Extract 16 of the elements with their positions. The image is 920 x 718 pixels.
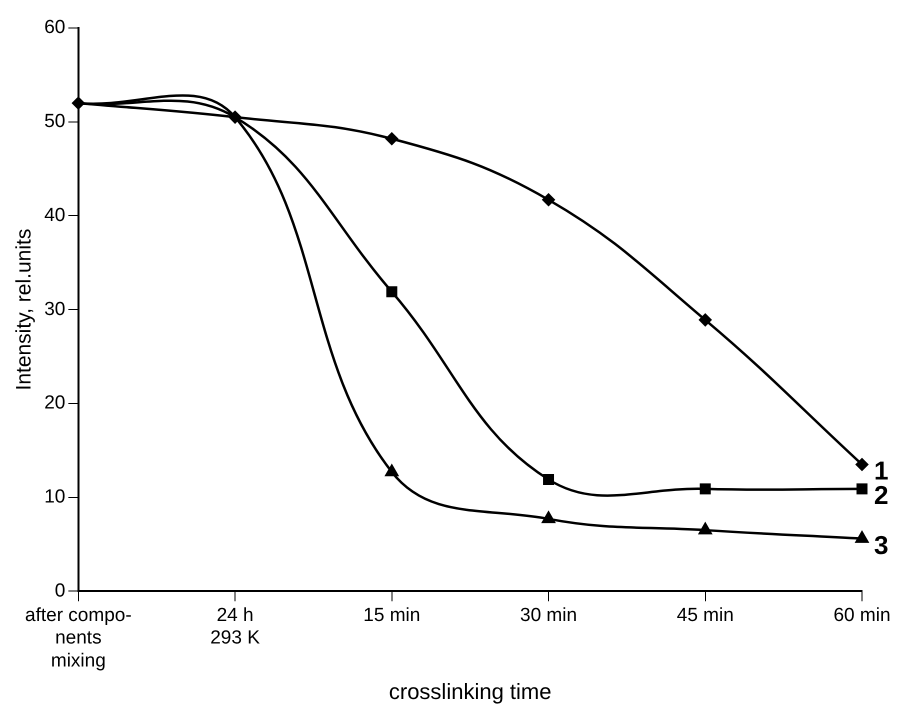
y-tick-label: 0 (54, 580, 66, 602)
x-tick-label: 24 h 293 K (210, 604, 260, 649)
x-tick-label: 15 min (363, 604, 420, 626)
x-tick-label: 30 min (520, 604, 578, 626)
series-label: 3 (874, 530, 888, 560)
y-axis-title: Intensity, rel.units (12, 228, 36, 391)
y-tick-label: 40 (44, 204, 66, 226)
y-tick-label: 60 (44, 17, 66, 38)
y-tick-label: 10 (44, 486, 66, 508)
y-tick-label: 50 (44, 111, 66, 132)
x-tick-label: 45 min (676, 604, 734, 626)
x-axis-title: crosslinking time (388, 678, 552, 704)
y-tick-label: 30 (44, 298, 66, 320)
x-tick-label: 60 min (833, 604, 891, 626)
x-tick-label: after compo- nents mixing (25, 604, 132, 672)
y-tick-label: 20 (44, 392, 66, 414)
